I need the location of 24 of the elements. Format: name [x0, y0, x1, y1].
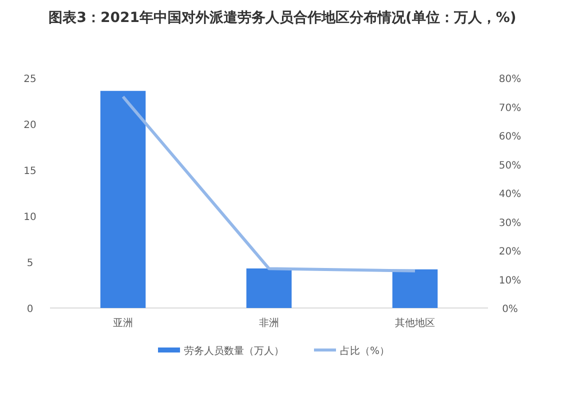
y-tick-label: 5: [26, 258, 34, 269]
legend-label: 劳务人员数量（万人）: [184, 345, 284, 357]
legend-label: 占比（%）: [340, 345, 390, 357]
y-tick-label: 25: [24, 74, 36, 85]
y2-tick-label: 20%: [498, 246, 522, 258]
y2-tick-label: 0%: [502, 304, 518, 315]
y2-tick-label: 10%: [498, 275, 522, 286]
y-tick-label: 0: [26, 304, 34, 315]
bar: [100, 90, 146, 308]
x-tick-label: 其他地区: [395, 317, 435, 329]
x-tick-label: 非洲: [259, 317, 279, 329]
y2-tick-label: 40%: [498, 189, 522, 200]
y-tick-label: 20: [24, 120, 36, 131]
y-tick-label: 15: [24, 166, 36, 177]
y2-tick-label: 60%: [498, 132, 522, 142]
x-tick-label: 亚洲: [113, 317, 133, 329]
bar: [246, 268, 292, 308]
chart-title: 图表3：2021年中国对外派遣劳务人员合作地区分布情况(单位：万人，%): [48, 10, 516, 26]
y2-tick-label: 70%: [498, 102, 522, 114]
y-tick-label: 10: [24, 212, 36, 223]
y2-tick-label: 80%: [498, 74, 522, 85]
bar: [392, 269, 438, 308]
y2-tick-label: 30%: [498, 218, 522, 229]
y2-tick-label: 50%: [498, 160, 522, 172]
